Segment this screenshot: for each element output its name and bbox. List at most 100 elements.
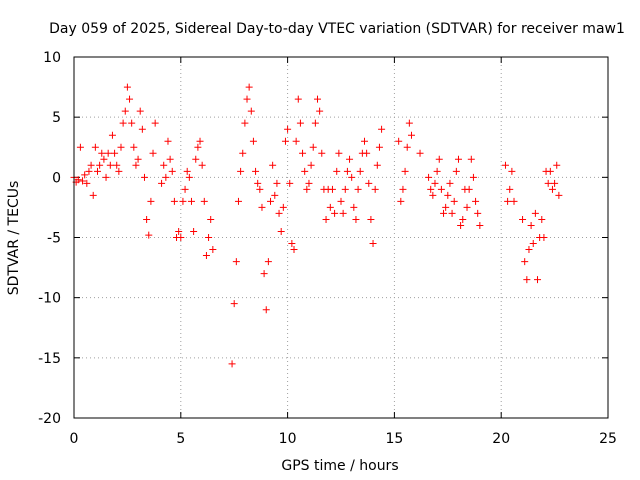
data-point bbox=[254, 179, 262, 187]
data-point bbox=[79, 177, 87, 185]
data-point bbox=[136, 107, 144, 115]
data-point bbox=[523, 276, 531, 284]
data-point bbox=[506, 185, 514, 193]
data-point bbox=[371, 185, 379, 193]
data-point bbox=[83, 179, 91, 187]
data-point bbox=[555, 191, 563, 199]
x-axis-label: GPS time / hours bbox=[281, 458, 398, 474]
data-point bbox=[548, 185, 556, 193]
data-point bbox=[279, 203, 287, 211]
data-point bbox=[444, 191, 452, 199]
data-point bbox=[106, 161, 114, 169]
data-point bbox=[275, 209, 283, 217]
data-point bbox=[113, 161, 121, 169]
data-point bbox=[128, 119, 136, 127]
data-point bbox=[350, 203, 358, 211]
data-point bbox=[230, 300, 238, 308]
data-point bbox=[108, 131, 116, 139]
data-point bbox=[365, 179, 373, 187]
data-point bbox=[151, 119, 159, 127]
data-point bbox=[111, 149, 119, 157]
y-tick-label: -10 bbox=[38, 291, 61, 307]
data-point bbox=[504, 197, 512, 205]
data-point bbox=[277, 227, 285, 235]
data-point bbox=[367, 215, 375, 223]
data-point bbox=[538, 215, 546, 223]
data-point bbox=[401, 167, 409, 175]
data-point bbox=[164, 137, 172, 145]
data-point bbox=[209, 246, 217, 254]
data-point bbox=[544, 179, 552, 187]
data-point bbox=[452, 167, 460, 175]
data-point bbox=[343, 167, 351, 175]
data-point bbox=[346, 155, 354, 163]
data-point bbox=[284, 125, 292, 133]
data-point bbox=[301, 167, 309, 175]
data-point bbox=[540, 234, 548, 241]
data-point bbox=[100, 155, 108, 163]
x-tick-label: 25 bbox=[599, 431, 617, 447]
data-point bbox=[416, 149, 424, 157]
data-point bbox=[252, 167, 260, 175]
data-point bbox=[243, 95, 251, 103]
data-point bbox=[294, 95, 302, 103]
x-tick-label: 0 bbox=[70, 431, 79, 447]
data-point bbox=[322, 215, 330, 223]
data-point bbox=[454, 155, 462, 163]
data-point bbox=[140, 173, 148, 181]
data-point bbox=[149, 149, 157, 157]
data-point bbox=[363, 149, 371, 157]
data-point bbox=[429, 191, 437, 199]
data-point bbox=[183, 167, 191, 175]
data-point bbox=[267, 197, 275, 205]
data-point bbox=[309, 143, 317, 151]
y-tick-label: 0 bbox=[52, 170, 61, 186]
data-point bbox=[190, 227, 198, 235]
data-point bbox=[472, 197, 480, 205]
data-point bbox=[93, 167, 101, 175]
data-point bbox=[352, 215, 360, 223]
data-point bbox=[337, 197, 345, 205]
data-point bbox=[194, 143, 202, 151]
chart-title: Day 059 of 2025, Sidereal Day-to-day VTE… bbox=[49, 21, 625, 37]
data-point bbox=[232, 258, 240, 266]
data-point bbox=[256, 185, 264, 193]
data-point bbox=[123, 83, 131, 91]
data-point bbox=[290, 246, 298, 254]
data-point bbox=[360, 137, 368, 145]
x-tick-label: 20 bbox=[492, 431, 510, 447]
data-point bbox=[373, 161, 381, 169]
data-point bbox=[85, 167, 93, 175]
data-point bbox=[395, 137, 403, 145]
data-point bbox=[510, 197, 518, 205]
data-point bbox=[465, 185, 473, 193]
data-point bbox=[96, 161, 104, 169]
data-point bbox=[260, 270, 268, 278]
y-tick-label: -15 bbox=[38, 351, 61, 367]
x-tick-labels: 0 5 10 15 20 25 bbox=[70, 431, 617, 447]
data-point bbox=[162, 173, 170, 181]
data-point bbox=[87, 161, 95, 169]
data-point bbox=[435, 155, 443, 163]
data-point bbox=[546, 167, 554, 175]
data-point bbox=[474, 209, 482, 217]
data-point bbox=[179, 197, 187, 205]
data-point bbox=[262, 306, 270, 314]
data-point bbox=[476, 221, 484, 229]
data-point bbox=[407, 131, 415, 139]
data-point bbox=[241, 119, 249, 127]
data-point bbox=[305, 179, 313, 187]
plot-frame bbox=[73, 56, 609, 419]
data-point bbox=[126, 95, 134, 103]
data-point bbox=[145, 231, 153, 239]
grid-lines bbox=[74, 57, 608, 418]
data-point bbox=[348, 173, 356, 181]
data-point bbox=[158, 179, 166, 187]
data-point bbox=[292, 137, 300, 145]
data-point bbox=[508, 167, 516, 175]
data-point bbox=[448, 209, 456, 217]
data-point bbox=[258, 203, 266, 211]
data-point bbox=[102, 173, 110, 181]
data-point bbox=[397, 197, 405, 205]
data-point bbox=[138, 125, 146, 133]
